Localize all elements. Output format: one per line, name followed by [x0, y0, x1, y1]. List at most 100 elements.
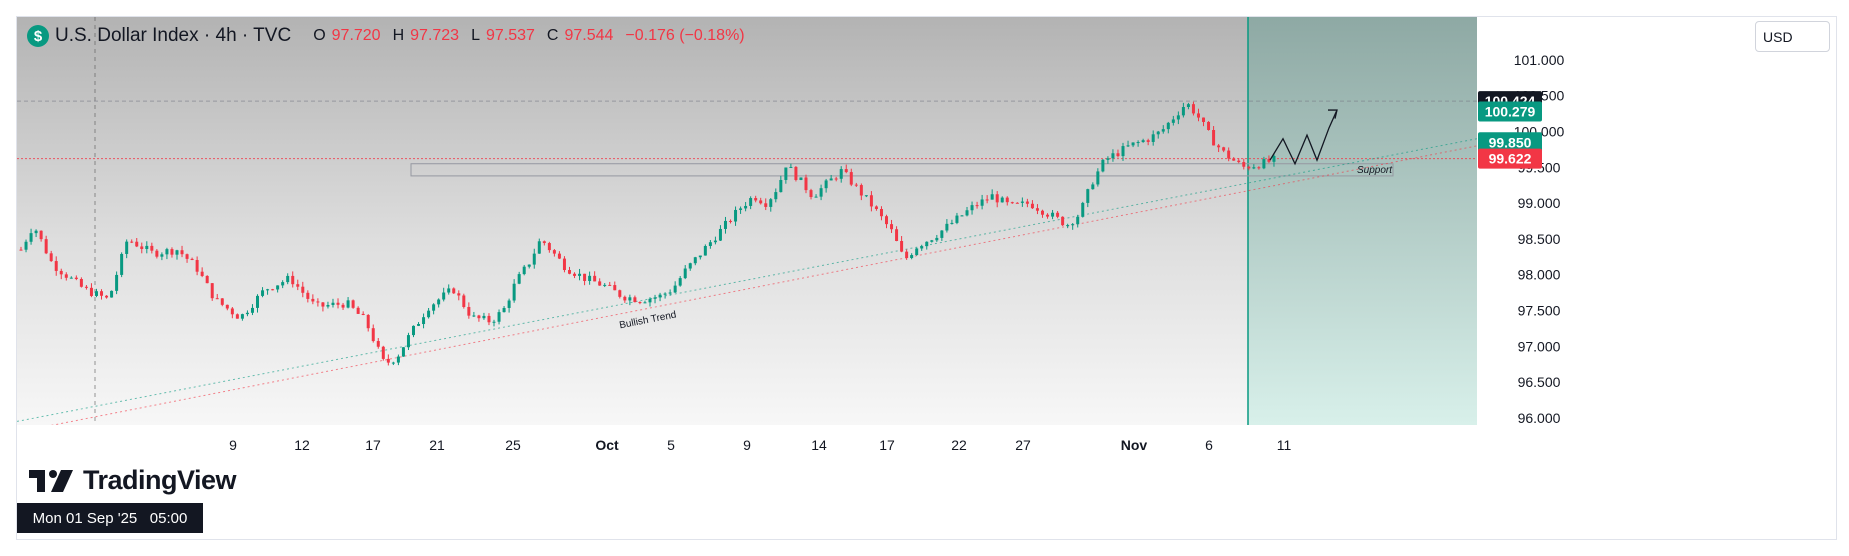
candle-body — [94, 291, 98, 296]
candle-body — [1186, 104, 1190, 108]
candle-body — [1151, 134, 1155, 142]
candle-body — [754, 198, 758, 201]
candle-body — [205, 275, 209, 284]
price-tag — [1478, 148, 1542, 169]
candle-body — [819, 188, 823, 197]
candle-body — [583, 273, 587, 281]
candle-body — [391, 362, 395, 364]
candle-body — [49, 253, 53, 262]
candle-body — [1056, 212, 1060, 217]
candle-body — [1030, 203, 1034, 209]
candle-body — [502, 307, 506, 313]
candle-body — [427, 310, 431, 318]
candle-body — [316, 301, 320, 303]
time-tick-label: 25 — [505, 437, 521, 453]
candle-body — [1146, 140, 1150, 142]
tradingview-logo: TradingView — [29, 465, 237, 496]
candle-body — [135, 241, 139, 247]
close-value: 97.544 — [564, 27, 614, 44]
candle-body — [643, 302, 647, 304]
candle-body — [1040, 210, 1044, 215]
candle-body — [628, 297, 632, 301]
candle-body — [985, 199, 989, 201]
candle-body — [1136, 142, 1140, 144]
time-tick-label: 17 — [365, 437, 381, 453]
candle-body — [653, 297, 657, 299]
high-key: H — [392, 27, 405, 44]
candle-body — [794, 166, 798, 181]
candle-body — [824, 180, 828, 189]
candle-body — [266, 289, 270, 291]
candle-body — [24, 241, 28, 250]
candle-body — [517, 274, 521, 284]
candle-body — [1232, 158, 1236, 161]
candle-body — [145, 245, 149, 250]
time-tick-label: 12 — [294, 437, 310, 453]
candle-body — [422, 317, 426, 325]
candle-body — [975, 205, 979, 207]
candle-body — [256, 295, 260, 308]
candle-body — [386, 358, 390, 363]
candle-body — [195, 260, 199, 272]
plot-background — [17, 17, 1477, 425]
time-tick-label: 22 — [951, 437, 967, 453]
candle-body — [170, 249, 174, 255]
candle-body — [784, 167, 788, 180]
candle-body — [497, 312, 501, 322]
price-tick-label: 96.000 — [1518, 410, 1561, 426]
candle-body — [920, 246, 924, 249]
candle-body — [301, 286, 305, 293]
candle-body — [180, 250, 184, 255]
time-tick-label: Nov — [1121, 437, 1148, 453]
candle-body — [84, 286, 88, 288]
price-tick-label: 101.000 — [1514, 52, 1565, 68]
candle-body — [1267, 159, 1271, 162]
candle-body — [417, 324, 421, 326]
candle-body — [945, 223, 949, 231]
candle-body — [1025, 201, 1029, 204]
candle-body — [1066, 225, 1070, 227]
candle-body — [492, 321, 496, 323]
candle-body — [200, 271, 204, 276]
candle-body — [1096, 171, 1100, 185]
price-tag — [1478, 101, 1542, 122]
candle-body — [185, 254, 189, 259]
candle-body — [895, 229, 899, 241]
candle-body — [990, 194, 994, 200]
candle-body — [447, 288, 451, 293]
close-key: C — [546, 27, 559, 44]
price-axis — [1477, 17, 1836, 425]
open-key: O — [313, 27, 326, 44]
candle-body — [74, 277, 78, 279]
candle-body — [261, 290, 265, 296]
candle-body — [150, 245, 154, 251]
candle-body — [1126, 145, 1130, 147]
candle-body — [537, 241, 541, 254]
open-value: 97.720 — [331, 27, 381, 44]
currency-selector[interactable]: USD — [1755, 21, 1830, 52]
candle-body — [1176, 115, 1180, 120]
candle-body — [673, 285, 677, 293]
symbol-title[interactable]: U.S. Dollar Index · 4h · TVC — [55, 25, 292, 46]
time-axis — [17, 425, 1836, 539]
candle-body — [296, 284, 300, 287]
candle-body — [190, 258, 194, 261]
candle-body — [729, 220, 733, 222]
candle-body — [739, 208, 743, 210]
candle-body — [869, 195, 873, 207]
candle-body — [210, 283, 214, 299]
candle-body — [432, 304, 436, 311]
candle-body — [1196, 113, 1200, 118]
candle-body — [940, 230, 944, 238]
candle-body — [885, 216, 889, 225]
candle-body — [663, 293, 667, 295]
candle-body — [281, 282, 285, 286]
candle-body — [567, 270, 571, 274]
candle-body — [130, 241, 134, 243]
candle-body — [734, 209, 738, 222]
candle-body — [542, 241, 546, 244]
candle-body — [326, 304, 330, 307]
candle-body — [1257, 167, 1261, 169]
